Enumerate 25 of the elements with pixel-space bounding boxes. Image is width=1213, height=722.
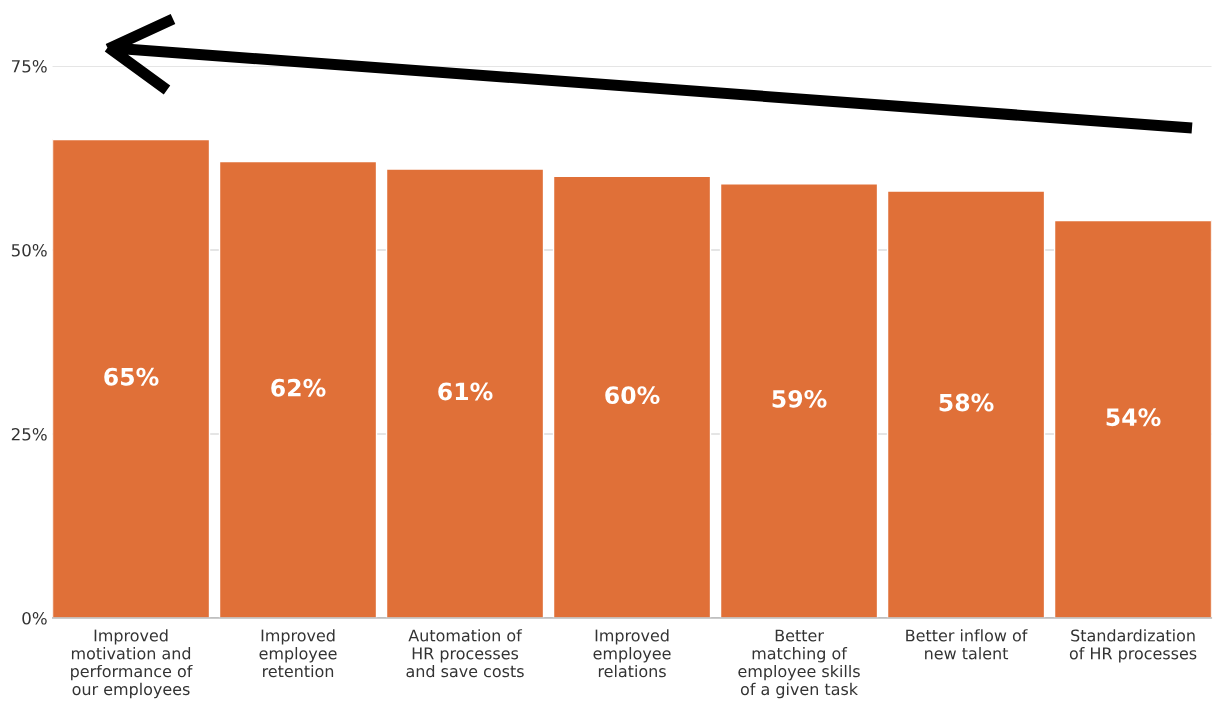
data-label: 59%	[772, 389, 827, 408]
data-label: 65%	[104, 367, 159, 386]
bar	[385, 168, 545, 619]
data-label: 58%	[939, 393, 994, 412]
bar	[52, 138, 211, 619]
y-tick-label: 25%	[11, 427, 47, 441]
y-tick-label: 50%	[11, 243, 47, 257]
bar	[552, 175, 712, 619]
x-tick-label: Better matching of employee skills of a given task	[738, 629, 860, 699]
x-tick-label: Improved motivation and performance of our employees	[71, 629, 193, 699]
x-tick-label: Improved employee relations	[593, 629, 671, 678]
data-label: 62%	[271, 378, 326, 397]
bar	[886, 190, 1046, 619]
x-tick-label: Automation of HR processes and save costs	[406, 629, 524, 678]
data-label: 54%	[1106, 408, 1161, 427]
y-tick-label: 0%	[22, 611, 47, 625]
y-tick-label: 75%	[11, 59, 47, 73]
bar	[1053, 219, 1212, 619]
data-label: 61%	[438, 382, 493, 401]
bar	[218, 160, 378, 619]
bar	[719, 183, 879, 619]
data-label: 60%	[605, 386, 660, 405]
x-tick-label: Improved employee retention	[259, 629, 337, 678]
x-tick-label: Standardization of HR processes	[1069, 629, 1197, 663]
x-tick-label: Better inflow of new talent	[906, 629, 1028, 660]
